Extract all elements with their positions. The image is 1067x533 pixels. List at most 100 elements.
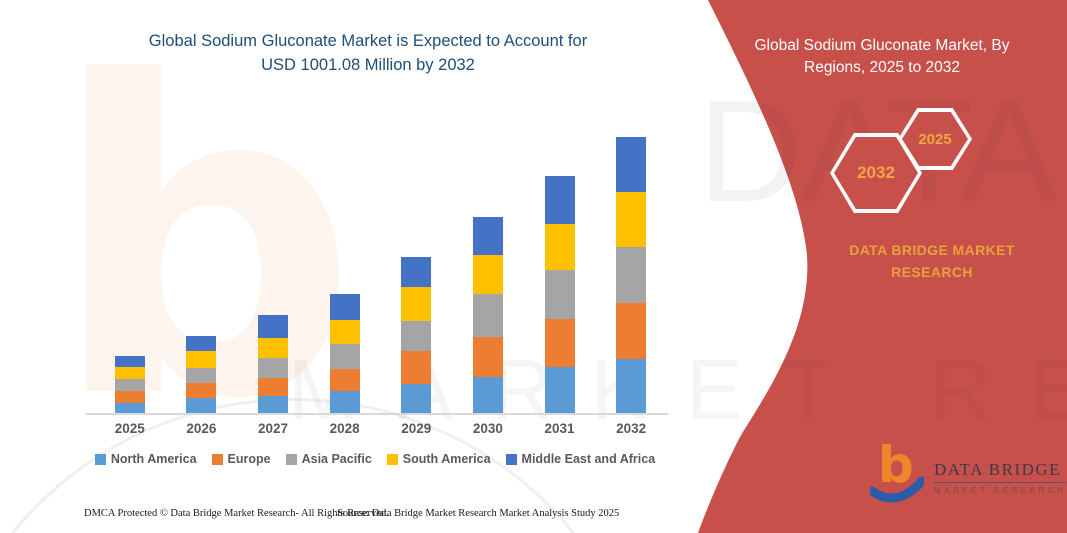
legend-item-asia-pacific: Asia Pacific (285, 452, 372, 466)
legend-swatch-asia-pacific (285, 453, 297, 465)
x-axis-label-2025: 2025 (114, 421, 145, 436)
logo-subtitle: MARKET RESEARCH (934, 485, 1067, 495)
bar-column-2029 (381, 256, 453, 415)
x-axis-label-2026: 2026 (186, 421, 217, 436)
segment-asia-pacific-2026 (186, 367, 217, 383)
x-axis-label-2027: 2027 (258, 421, 289, 436)
legend-item-middle-east-and-africa: Middle East and Africa (505, 452, 656, 466)
segment-europe-2030 (472, 336, 503, 377)
legend-label-europe: Europe (227, 452, 271, 466)
brand-text-line2: RESEARCH (891, 263, 973, 280)
stacked-bar-2026 (186, 335, 217, 415)
segment-north-america-2031 (544, 366, 575, 415)
segment-europe-2025 (114, 390, 145, 403)
stacked-bar-2027 (258, 314, 289, 415)
segment-asia-pacific-2025 (114, 379, 145, 391)
databridge-logo: b DATA BRIDGE MARKET RESEARCH (870, 436, 1067, 507)
x-axis-label-2031: 2031 (544, 421, 575, 436)
segment-middle-east-and-africa-2032 (616, 136, 647, 193)
segment-north-america-2029 (401, 383, 432, 415)
legend-item-north-america: North America (94, 452, 197, 466)
segment-asia-pacific-2029 (401, 320, 432, 352)
bar-column-2032 (595, 136, 667, 415)
segment-south-america-2029 (401, 286, 432, 321)
stacked-bar-2025 (114, 355, 145, 415)
hexagon-badge-2025-label: 2025 (902, 112, 968, 166)
segment-north-america-2032 (616, 359, 647, 415)
segment-europe-2029 (401, 351, 432, 384)
legend-item-south-america: South America (386, 452, 491, 466)
x-axis-label-2028: 2028 (329, 421, 360, 436)
bar-column-2026 (166, 335, 238, 415)
segment-north-america-2027 (258, 395, 289, 415)
stacked-bar-2031 (544, 175, 575, 415)
brand-text: DATA BRIDGE MARKET RESEARCH (812, 240, 1052, 283)
segment-north-america-2028 (329, 390, 360, 415)
databridge-logo-icon: b (870, 436, 924, 507)
segment-north-america-2025 (114, 402, 145, 415)
segment-north-america-2030 (472, 376, 503, 415)
segment-middle-east-and-africa-2030 (472, 216, 503, 256)
x-axis-label-2030: 2030 (472, 421, 503, 436)
x-axis-label-2029: 2029 (401, 421, 432, 436)
segment-middle-east-and-africa-2031 (544, 175, 575, 225)
bar-column-2027 (237, 314, 309, 415)
brand-text-line1: DATA BRIDGE MARKET (849, 242, 1015, 258)
segment-south-america-2026 (186, 350, 217, 368)
segment-middle-east-and-africa-2028 (329, 294, 360, 321)
x-axis-labels: 2025 2026 2027 2028 2029 2030 2031 2032 (94, 421, 667, 436)
footer-source-text: Source: Data Bridge Market Research Mark… (337, 508, 620, 519)
segment-asia-pacific-2031 (544, 269, 575, 319)
bar-column-2025 (94, 355, 166, 415)
bar-column-2028 (309, 294, 381, 415)
segment-south-america-2028 (329, 320, 360, 344)
segment-south-america-2025 (114, 367, 145, 380)
bar-column-2031 (524, 175, 596, 415)
chart-title-line2: USD 1001.08 Million by 2032 (261, 55, 475, 74)
logo-b-glyph: b (878, 436, 914, 494)
segment-asia-pacific-2030 (472, 293, 503, 337)
segment-europe-2026 (186, 382, 217, 398)
legend-label-north-america: North America (110, 452, 197, 466)
chart-title: Global Sodium Gluconate Market is Expect… (30, 30, 706, 78)
segment-asia-pacific-2032 (616, 247, 647, 303)
legend-label-asia-pacific: Asia Pacific (301, 452, 372, 466)
x-axis-label-2032: 2032 (616, 421, 647, 436)
chart-legend: North America Europe Asia Pacific South Ame… (80, 452, 670, 466)
segment-middle-east-and-africa-2029 (401, 256, 432, 287)
segment-asia-pacific-2027 (258, 357, 289, 378)
stacked-bar-2028 (329, 294, 360, 415)
segment-asia-pacific-2028 (329, 343, 360, 370)
legend-swatch-middle-east-and-africa (505, 453, 517, 465)
logo-name: DATA BRIDGE (934, 460, 1067, 483)
x-axis-line (86, 413, 668, 415)
chart-title-line1: Global Sodium Gluconate Market is Expect… (148, 32, 588, 50)
stacked-bar-2030 (472, 216, 503, 415)
logo-text: DATA BRIDGE MARKET RESEARCH (934, 460, 1067, 495)
segment-middle-east-and-africa-2026 (186, 335, 217, 351)
segment-europe-2032 (616, 302, 647, 360)
segment-middle-east-and-africa-2027 (258, 314, 289, 338)
logo-swoosh-icon (870, 476, 924, 503)
segment-north-america-2026 (186, 397, 217, 415)
bar-column-2030 (452, 216, 524, 415)
segment-europe-2031 (544, 318, 575, 367)
footer-dmca-text: DMCA Protected © Data Bridge Market Rese… (84, 508, 389, 519)
segment-europe-2028 (329, 369, 360, 391)
banner-heading: Global Sodium Gluconate Market, By Regio… (726, 35, 1038, 80)
stacked-bar-chart (94, 130, 667, 415)
segment-south-america-2030 (472, 255, 503, 294)
segment-middle-east-and-africa-2025 (114, 355, 145, 368)
legend-swatch-europe (211, 453, 223, 465)
segment-south-america-2031 (544, 224, 575, 270)
legend-swatch-north-america (94, 453, 106, 465)
stacked-bar-2032 (616, 136, 647, 415)
banner-heading-line2: Regions, 2025 to 2032 (804, 59, 960, 77)
stacked-bar-2029 (401, 256, 432, 415)
legend-label-middle-east-and-africa: Middle East and Africa (521, 452, 656, 466)
segment-europe-2027 (258, 377, 289, 396)
legend-label-south-america: South America (402, 452, 491, 466)
legend-swatch-south-america (386, 453, 398, 465)
